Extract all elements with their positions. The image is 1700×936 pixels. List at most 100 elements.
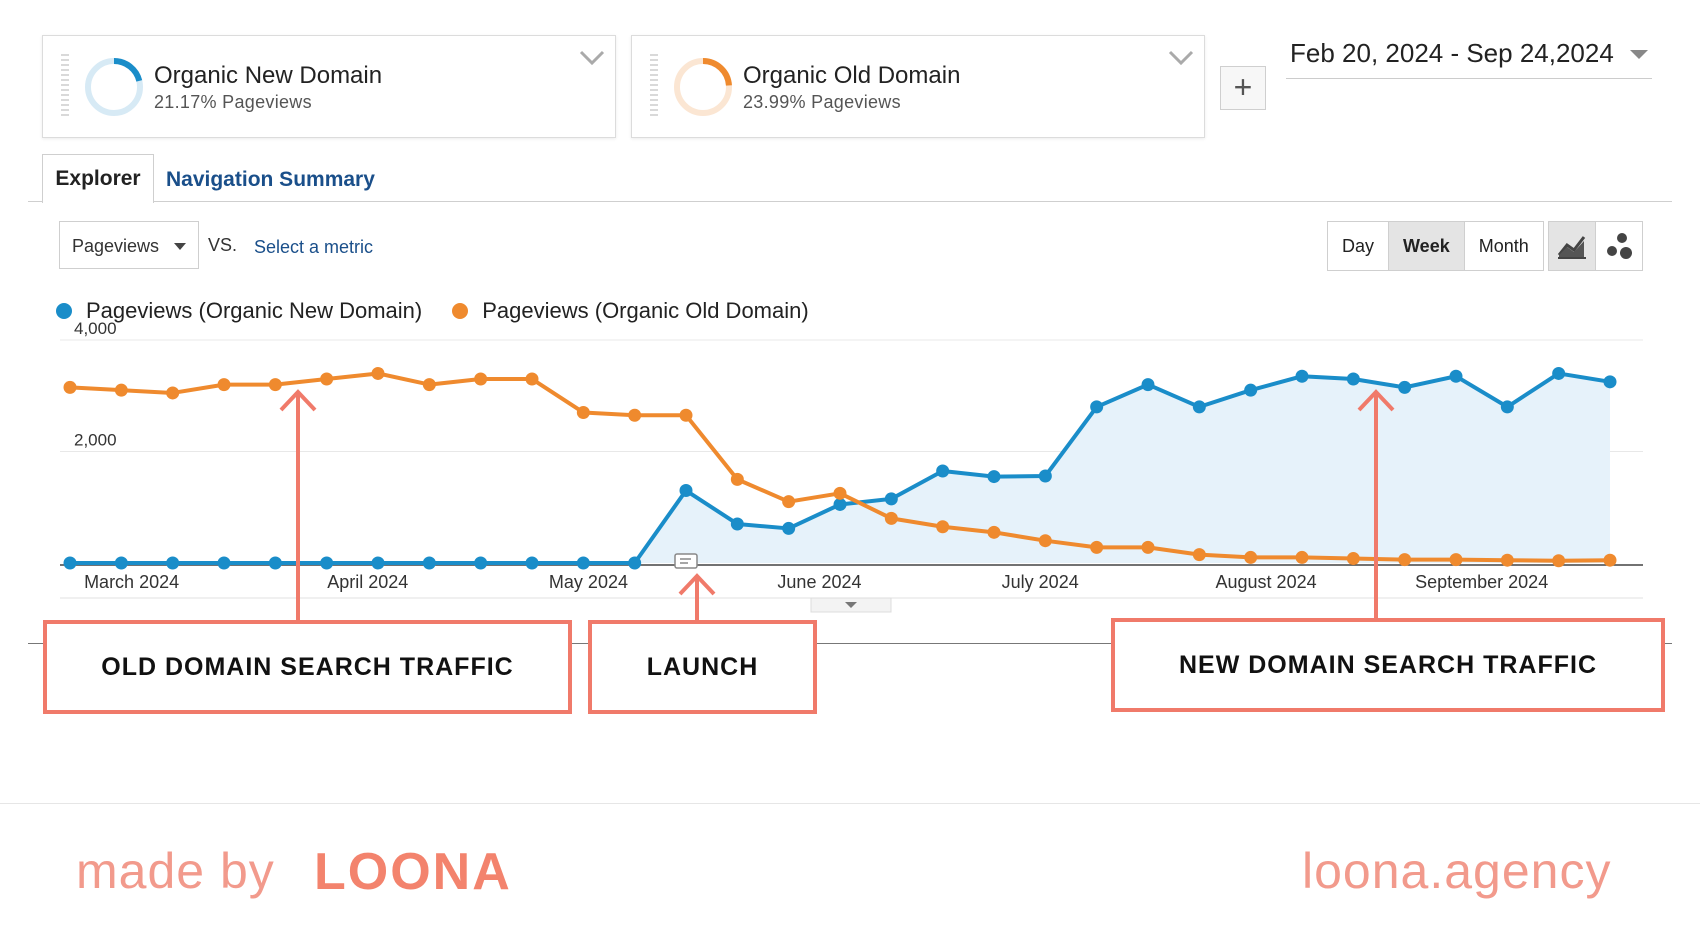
x-tick-label: July 2024 <box>1002 572 1079 592</box>
data-point <box>884 492 898 506</box>
data-point <box>730 472 744 486</box>
x-tick-label: August 2024 <box>1216 572 1317 592</box>
data-point <box>474 556 488 570</box>
segment-subtitle: 21.17% Pageviews <box>154 92 312 112</box>
data-point <box>679 484 693 498</box>
data-point <box>987 525 1001 539</box>
footer-divider <box>0 803 1700 804</box>
x-tick-label: April 2024 <box>327 572 408 592</box>
arrow-launch-head <box>678 573 716 596</box>
data-point <box>1449 553 1463 567</box>
data-point <box>833 486 847 500</box>
data-point <box>114 383 128 397</box>
caret-down-icon <box>845 602 857 608</box>
caret-down-icon[interactable] <box>1630 50 1648 59</box>
x-tick-label: March 2024 <box>84 572 179 592</box>
data-point <box>525 372 539 386</box>
legend-item-old-domain[interactable]: Pageviews (Organic Old Domain) <box>452 298 809 324</box>
motion-chart-icon <box>1607 233 1632 259</box>
arrow-new-domain-head <box>1357 389 1395 412</box>
metric-select[interactable]: Pageviews <box>59 221 199 269</box>
chevron-down-icon[interactable] <box>579 50 605 66</box>
data-point <box>63 380 77 394</box>
drag-handle-icon[interactable] <box>650 54 658 118</box>
data-point <box>936 520 950 534</box>
data-point <box>217 556 231 570</box>
data-point <box>320 556 334 570</box>
data-point <box>474 372 488 386</box>
data-point <box>217 378 231 392</box>
loona-logo: LOONA <box>314 843 512 901</box>
data-point <box>422 556 436 570</box>
data-point <box>628 556 642 570</box>
data-point <box>422 378 436 392</box>
callout-divider <box>28 643 1672 644</box>
tab-navigation-summary[interactable]: Navigation Summary <box>166 168 375 191</box>
callout-old-domain: OLD DOMAIN SEARCH TRAFFIC <box>43 620 572 714</box>
metric-select-value: Pageviews <box>72 236 160 256</box>
data-point <box>1449 369 1463 383</box>
y-tick-label: 4,000 <box>74 319 117 338</box>
data-point <box>833 497 847 511</box>
motion-chart-button[interactable] <box>1596 222 1642 270</box>
data-point <box>936 464 950 478</box>
drag-handle-icon[interactable] <box>61 54 69 118</box>
compare-metric-link[interactable]: Select a metric <box>254 237 374 257</box>
arrow-old-domain-head <box>279 389 317 412</box>
data-point <box>1500 400 1514 414</box>
data-point <box>1244 550 1258 564</box>
segment-title: Organic Old Domain <box>743 62 961 89</box>
week-button[interactable]: Week <box>1389 222 1465 270</box>
segment-card-old-domain[interactable]: Organic Old Domain 23.99% Pageviews <box>631 35 1205 138</box>
data-point <box>1038 534 1052 548</box>
data-point <box>730 517 744 531</box>
data-point <box>1038 469 1052 483</box>
caret-down-icon <box>174 243 186 250</box>
tab-explorer[interactable]: Explorer <box>42 154 154 203</box>
data-point <box>628 408 642 422</box>
data-point <box>1552 554 1566 568</box>
vs-label: VS. <box>208 235 238 255</box>
data-point <box>1090 400 1104 414</box>
data-point <box>1398 380 1412 394</box>
data-point <box>371 556 385 570</box>
data-point <box>1295 369 1309 383</box>
segment-card-new-domain[interactable]: Organic New Domain 21.17% Pageviews <box>42 35 616 138</box>
data-point <box>576 556 590 570</box>
legend-item-new-domain[interactable]: Pageviews (Organic New Domain) <box>56 298 422 324</box>
site-url: loona.agency <box>1302 843 1612 899</box>
add-segment-button[interactable]: + <box>1220 66 1266 110</box>
data-point <box>1141 378 1155 392</box>
data-point <box>1346 372 1360 386</box>
chevron-down-icon[interactable] <box>1168 50 1194 66</box>
data-point <box>1346 552 1360 566</box>
data-point <box>987 470 1001 484</box>
data-point <box>525 556 539 570</box>
month-button[interactable]: Month <box>1478 236 1529 256</box>
legend-label: Pageviews (Organic New Domain) <box>86 298 423 323</box>
data-point <box>884 511 898 525</box>
segment-title: Organic New Domain <box>154 62 383 89</box>
data-point <box>1552 366 1566 380</box>
data-point <box>320 372 334 386</box>
callout-new-domain: NEW DOMAIN SEARCH TRAFFIC <box>1111 618 1665 712</box>
chart-legend: Pageviews (Organic New Domain) Pageviews… <box>56 298 809 324</box>
data-point <box>268 378 282 392</box>
data-point <box>1295 550 1309 564</box>
day-button[interactable]: Day <box>1328 222 1390 270</box>
line-chart: 4,000 2,000 March 2024 April 2024 May 2024 Ju… <box>60 319 1643 620</box>
x-tick-label: June 2024 <box>777 572 861 592</box>
tabs-divider <box>28 201 1672 202</box>
data-point <box>1141 540 1155 554</box>
date-range-picker[interactable]: Feb 20, 2024 - Sep 24,2024 <box>1290 38 1614 68</box>
series-area <box>70 373 1610 563</box>
data-point <box>166 556 180 570</box>
donut-chart-new-domain <box>85 58 143 116</box>
legend-label: Pageviews (Organic Old Domain) <box>482 298 809 323</box>
line-chart-button[interactable] <box>1549 222 1596 270</box>
donut-chart-old-domain <box>674 58 732 116</box>
legend-dot <box>452 303 469 319</box>
x-tick-label: September 2024 <box>1415 572 1548 592</box>
data-point <box>576 405 590 419</box>
data-point <box>166 386 180 400</box>
